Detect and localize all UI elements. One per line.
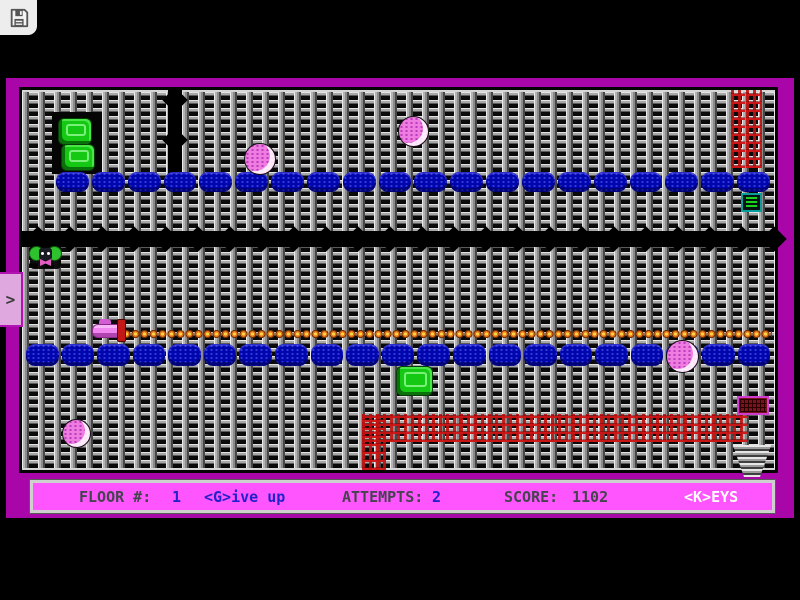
score-label: SCORE: [504,488,559,506]
keys-hint: <K>EYS [684,488,739,506]
status-bar: FLOOR #: 1 <G>ive up ATTEMPTS: 2 SCORE: … [30,480,775,513]
attempts-label: ATTEMPTS: [342,488,424,506]
sidebar-expand-tab[interactable]: > [0,272,23,327]
floor-value: 1 [172,488,182,506]
give-up-hint: <G>ive up [204,488,286,506]
game-window: FLOOR #: 1 <G>ive up ATTEMPTS: 2 SCORE: … [6,78,794,518]
score-value: 1102 [572,488,609,506]
game-viewport[interactable] [22,90,775,470]
floor-label: FLOOR #: [79,488,152,506]
save-button[interactable] [0,0,37,35]
attempts-value: 2 [432,488,442,506]
save-icon [8,7,30,29]
chevron-right-icon: > [5,290,16,309]
game-field-frame [19,87,778,473]
